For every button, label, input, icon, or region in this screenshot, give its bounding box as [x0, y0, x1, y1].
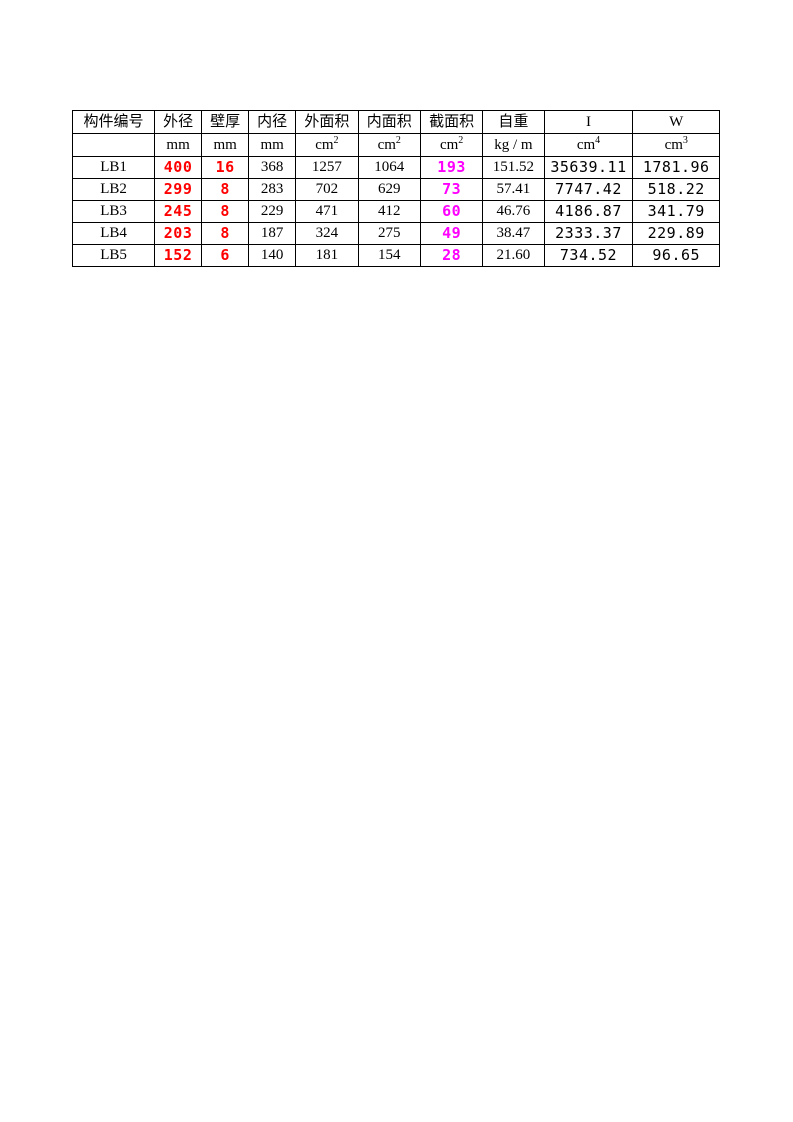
header-cell: 壁厚: [202, 111, 249, 134]
data-cell: 400: [155, 157, 202, 179]
table-row: LB229982837026297357.417747.42518.22: [73, 179, 720, 201]
header-cell: 自重: [483, 111, 544, 134]
data-cell: 181: [296, 245, 358, 267]
page: 构件编号外径壁厚内径外面积内面积截面积自重IWmmmmmmcm2cm2cm2kg…: [0, 0, 793, 267]
header-cell: W: [633, 111, 720, 134]
data-cell: 203: [155, 223, 202, 245]
data-cell: LB1: [73, 157, 155, 179]
unit-cell: mm: [202, 134, 249, 157]
data-cell: LB3: [73, 201, 155, 223]
unit-cell: cm3: [633, 134, 720, 157]
data-cell: LB4: [73, 223, 155, 245]
data-cell: 7747.42: [544, 179, 633, 201]
data-cell: 283: [249, 179, 296, 201]
table-row: 构件编号外径壁厚内径外面积内面积截面积自重IW: [73, 111, 720, 134]
header-cell: 内径: [249, 111, 296, 134]
data-cell: 734.52: [544, 245, 633, 267]
data-cell: 1257: [296, 157, 358, 179]
data-cell: 324: [296, 223, 358, 245]
table-body: 构件编号外径壁厚内径外面积内面积截面积自重IWmmmmmmcm2cm2cm2kg…: [73, 111, 720, 267]
header-cell: 截面积: [420, 111, 482, 134]
data-cell: 154: [358, 245, 420, 267]
data-cell: 299: [155, 179, 202, 201]
table-row: LB14001636812571064193151.5235639.111781…: [73, 157, 720, 179]
header-cell: 内面积: [358, 111, 420, 134]
data-cell: 140: [249, 245, 296, 267]
data-cell: 1781.96: [633, 157, 720, 179]
table-row: LB324582294714126046.764186.87341.79: [73, 201, 720, 223]
data-cell: 21.60: [483, 245, 544, 267]
unit-cell: cm2: [358, 134, 420, 157]
data-cell: 73: [420, 179, 482, 201]
data-cell: 193: [420, 157, 482, 179]
unit-cell: cm2: [420, 134, 482, 157]
unit-cell: cm2: [296, 134, 358, 157]
data-cell: 245: [155, 201, 202, 223]
data-cell: 4186.87: [544, 201, 633, 223]
unit-cell: kg / m: [483, 134, 544, 157]
data-cell: 96.65: [633, 245, 720, 267]
data-cell: 60: [420, 201, 482, 223]
data-cell: 46.76: [483, 201, 544, 223]
data-cell: 229.89: [633, 223, 720, 245]
data-cell: 152: [155, 245, 202, 267]
data-cell: 8: [202, 223, 249, 245]
data-cell: 275: [358, 223, 420, 245]
table-row: LB420381873242754938.472333.37229.89: [73, 223, 720, 245]
data-cell: 368: [249, 157, 296, 179]
header-cell: 外径: [155, 111, 202, 134]
data-cell: 629: [358, 179, 420, 201]
data-cell: 6: [202, 245, 249, 267]
header-cell: I: [544, 111, 633, 134]
table-row: mmmmmmcm2cm2cm2kg / mcm4cm3: [73, 134, 720, 157]
data-cell: 49: [420, 223, 482, 245]
data-cell: 57.41: [483, 179, 544, 201]
data-cell: 702: [296, 179, 358, 201]
data-cell: 518.22: [633, 179, 720, 201]
data-cell: 187: [249, 223, 296, 245]
data-cell: 8: [202, 179, 249, 201]
data-cell: 151.52: [483, 157, 544, 179]
header-cell: 构件编号: [73, 111, 155, 134]
data-cell: 35639.11: [544, 157, 633, 179]
data-cell: LB5: [73, 245, 155, 267]
data-cell: 8: [202, 201, 249, 223]
unit-cell: [73, 134, 155, 157]
data-cell: 38.47: [483, 223, 544, 245]
data-cell: 1064: [358, 157, 420, 179]
data-cell: 28: [420, 245, 482, 267]
data-cell: 229: [249, 201, 296, 223]
table-row: LB515261401811542821.60734.5296.65: [73, 245, 720, 267]
header-cell: 外面积: [296, 111, 358, 134]
data-cell: 16: [202, 157, 249, 179]
data-cell: 341.79: [633, 201, 720, 223]
data-cell: 471: [296, 201, 358, 223]
data-cell: LB2: [73, 179, 155, 201]
unit-cell: cm4: [544, 134, 633, 157]
unit-cell: mm: [155, 134, 202, 157]
unit-cell: mm: [249, 134, 296, 157]
data-cell: 412: [358, 201, 420, 223]
data-cell: 2333.37: [544, 223, 633, 245]
properties-table: 构件编号外径壁厚内径外面积内面积截面积自重IWmmmmmmcm2cm2cm2kg…: [72, 110, 720, 267]
